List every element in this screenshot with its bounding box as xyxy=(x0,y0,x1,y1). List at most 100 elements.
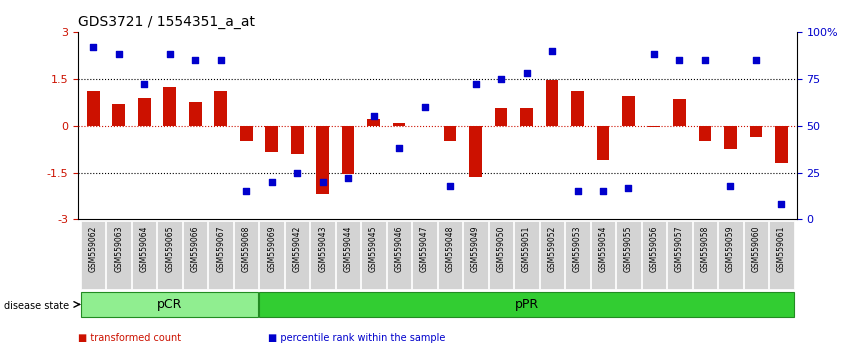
Point xyxy=(163,52,177,57)
Text: GSM559067: GSM559067 xyxy=(216,225,225,272)
Text: GSM559048: GSM559048 xyxy=(446,225,455,272)
Bar xyxy=(699,126,711,141)
Text: GSM559058: GSM559058 xyxy=(701,225,709,272)
FancyBboxPatch shape xyxy=(438,221,462,289)
FancyBboxPatch shape xyxy=(132,221,157,289)
Point xyxy=(214,57,228,63)
Text: ■ transformed count: ■ transformed count xyxy=(78,333,181,343)
FancyBboxPatch shape xyxy=(361,221,386,289)
Point xyxy=(239,188,253,194)
Text: GDS3721 / 1554351_a_at: GDS3721 / 1554351_a_at xyxy=(78,16,255,29)
FancyBboxPatch shape xyxy=(693,221,717,289)
Point xyxy=(622,185,636,190)
Bar xyxy=(775,126,788,163)
FancyBboxPatch shape xyxy=(769,221,793,289)
Text: ■ percentile rank within the sample: ■ percentile rank within the sample xyxy=(268,333,446,343)
Text: GSM559066: GSM559066 xyxy=(191,225,200,272)
Bar xyxy=(240,126,253,141)
Text: GSM559042: GSM559042 xyxy=(293,225,301,272)
Point xyxy=(545,48,559,53)
Text: pPR: pPR xyxy=(514,298,539,311)
Bar xyxy=(367,119,380,126)
Text: GSM559062: GSM559062 xyxy=(88,225,98,272)
Point xyxy=(647,52,661,57)
Point xyxy=(494,76,508,82)
Text: pCR: pCR xyxy=(157,298,183,311)
Bar xyxy=(469,126,482,177)
FancyBboxPatch shape xyxy=(591,221,615,289)
Bar xyxy=(291,126,303,154)
Bar xyxy=(214,91,227,126)
FancyBboxPatch shape xyxy=(260,292,793,317)
Text: GSM559053: GSM559053 xyxy=(573,225,582,272)
FancyBboxPatch shape xyxy=(260,221,284,289)
Bar xyxy=(164,87,176,126)
Text: GSM559043: GSM559043 xyxy=(318,225,327,272)
FancyBboxPatch shape xyxy=(488,221,514,289)
Text: GSM559064: GSM559064 xyxy=(139,225,149,272)
Text: GSM559057: GSM559057 xyxy=(675,225,684,272)
Bar xyxy=(673,99,686,126)
FancyBboxPatch shape xyxy=(285,221,309,289)
Text: GSM559044: GSM559044 xyxy=(344,225,352,272)
FancyBboxPatch shape xyxy=(81,292,258,317)
Bar xyxy=(494,108,507,126)
Text: GSM559047: GSM559047 xyxy=(420,225,429,272)
FancyBboxPatch shape xyxy=(540,221,565,289)
Point xyxy=(469,81,482,87)
Point xyxy=(341,175,355,181)
Bar xyxy=(265,126,278,152)
FancyBboxPatch shape xyxy=(744,221,768,289)
Bar xyxy=(597,126,610,160)
Point xyxy=(392,145,406,151)
Bar xyxy=(750,126,762,137)
Bar xyxy=(520,108,533,126)
Point xyxy=(774,202,788,207)
FancyBboxPatch shape xyxy=(463,221,488,289)
Text: GSM559059: GSM559059 xyxy=(726,225,735,272)
FancyBboxPatch shape xyxy=(183,221,208,289)
FancyBboxPatch shape xyxy=(81,221,106,289)
Bar xyxy=(113,104,125,126)
Text: GSM559054: GSM559054 xyxy=(598,225,608,272)
Text: GSM559051: GSM559051 xyxy=(522,225,531,272)
Point xyxy=(316,179,330,185)
FancyBboxPatch shape xyxy=(107,221,131,289)
Text: GSM559045: GSM559045 xyxy=(369,225,378,272)
FancyBboxPatch shape xyxy=(667,221,692,289)
Point xyxy=(138,81,152,87)
Bar xyxy=(87,91,100,126)
Point xyxy=(673,57,687,63)
Point xyxy=(443,183,457,189)
Point xyxy=(698,57,712,63)
Text: GSM559046: GSM559046 xyxy=(395,225,404,272)
Text: GSM559069: GSM559069 xyxy=(267,225,276,272)
Text: GSM559052: GSM559052 xyxy=(547,225,557,272)
Text: GSM559056: GSM559056 xyxy=(650,225,658,272)
Bar xyxy=(546,80,559,126)
Bar xyxy=(648,126,661,127)
Point xyxy=(596,188,610,194)
FancyBboxPatch shape xyxy=(336,221,360,289)
FancyBboxPatch shape xyxy=(234,221,258,289)
Point xyxy=(520,70,533,76)
FancyBboxPatch shape xyxy=(617,221,641,289)
Point xyxy=(87,44,100,50)
Text: GSM559065: GSM559065 xyxy=(165,225,174,272)
Point xyxy=(112,52,126,57)
Bar xyxy=(189,102,202,126)
Text: GSM559050: GSM559050 xyxy=(496,225,506,272)
Point xyxy=(749,57,763,63)
Point xyxy=(571,188,585,194)
Bar xyxy=(392,122,405,126)
Bar xyxy=(342,126,354,174)
FancyBboxPatch shape xyxy=(718,221,743,289)
Bar xyxy=(724,126,737,149)
Text: GSM559063: GSM559063 xyxy=(114,225,123,272)
Bar xyxy=(572,91,584,126)
Point xyxy=(723,183,737,189)
Text: GSM559055: GSM559055 xyxy=(624,225,633,272)
Point xyxy=(417,104,431,110)
Point xyxy=(290,170,304,176)
FancyBboxPatch shape xyxy=(514,221,539,289)
